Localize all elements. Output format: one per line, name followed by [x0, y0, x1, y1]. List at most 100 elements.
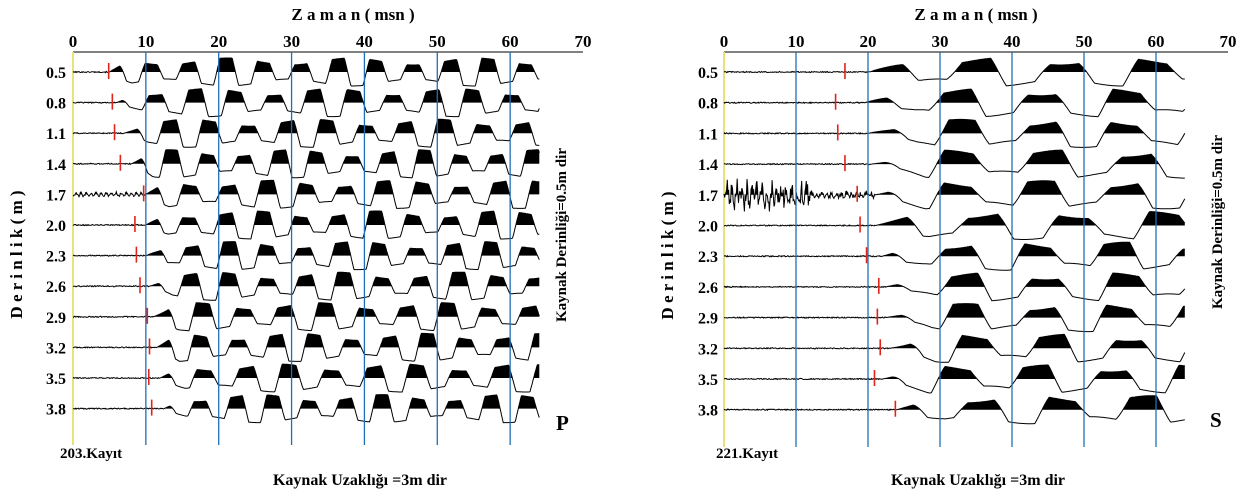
trace-1.4: 1.4 [46, 150, 539, 178]
trace-line [73, 303, 539, 331]
depth-tick-label: 3.2 [698, 341, 718, 358]
depth-tick-label: 2.6 [698, 280, 718, 297]
trace-1.7: 1.7 [698, 179, 1185, 212]
trace-3.8: 3.8 [46, 395, 539, 423]
chart-title: Z a m a n ( msn ) [291, 5, 414, 24]
trace-line [724, 179, 1185, 212]
source-distance-label: Kaynak Uzaklığı =3m dir [891, 472, 1065, 489]
depth-tick-label: 3.8 [698, 403, 718, 420]
depth-tick-label: 2.9 [46, 310, 66, 327]
trace-3.2: 3.2 [698, 334, 1185, 362]
trace-1.4: 1.4 [698, 150, 1185, 178]
depth-tick-label: 1.7 [46, 187, 66, 204]
x-tick-label: 50 [429, 32, 446, 51]
x-tick-label: 40 [1004, 32, 1021, 51]
x-tick-label: 30 [283, 32, 300, 51]
source-depth-label: Kaynak Derinliği=0.5m dir [1210, 135, 1226, 309]
trace-2.0: 2.0 [698, 212, 1185, 240]
chart-title: Z a m a n ( msn ) [914, 5, 1037, 24]
source-distance-label: Kaynak Uzaklığı =3m dir [273, 472, 447, 489]
trace-line [73, 364, 539, 392]
depth-tick-label: 2.9 [698, 311, 718, 328]
trace-2.3: 2.3 [698, 242, 1185, 270]
depth-tick-label: 1.1 [698, 126, 718, 143]
record-label: 203.Kayıt [60, 446, 122, 462]
trace-0.8: 0.8 [46, 89, 539, 117]
depth-tick-label: 2.3 [46, 249, 66, 266]
trace-2.6: 2.6 [46, 272, 539, 300]
depth-tick-label: 2.0 [698, 219, 718, 236]
trace-fill [73, 242, 539, 256]
depth-tick-label: 0.8 [46, 96, 66, 113]
trace-fill [724, 304, 1185, 318]
trace-3.8: 3.8 [698, 396, 1185, 424]
trace-line [724, 58, 1185, 86]
x-tick-label: 70 [1220, 32, 1237, 51]
trace-1.1: 1.1 [698, 119, 1185, 147]
trace-fill [724, 273, 1185, 287]
trace-3.5: 3.5 [46, 364, 539, 392]
trace-2.6: 2.6 [698, 273, 1185, 301]
x-tick-label: 50 [1076, 32, 1093, 51]
trace-line [724, 212, 1185, 240]
depth-tick-label: 0.8 [698, 96, 718, 113]
y-axis-label: D e r i n l i k ( m ) [7, 190, 26, 318]
y-axis-label: D e r i n l i k ( m ) [658, 191, 677, 319]
trace-0.5: 0.5 [698, 58, 1185, 86]
depth-tick-label: 1.4 [698, 157, 718, 174]
trace-1.7: 1.7 [46, 180, 539, 208]
depth-tick-label: 0.5 [698, 65, 718, 82]
depth-tick-label: 1.1 [46, 126, 66, 143]
depth-tick-label: 3.8 [46, 402, 66, 419]
trace-3.2: 3.2 [46, 333, 539, 361]
trace-2.3: 2.3 [46, 242, 539, 270]
record-label: 221.Kayıt [716, 446, 778, 462]
depth-tick-label: 0.5 [46, 65, 66, 82]
depth-tick-label: 2.0 [46, 218, 66, 235]
trace-fill [724, 150, 1185, 164]
trace-0.8: 0.8 [698, 89, 1185, 117]
trace-fill [724, 119, 1185, 133]
x-tick-label: 0 [720, 32, 729, 51]
x-tick-label: 10 [137, 32, 154, 51]
x-tick-label: 40 [356, 32, 373, 51]
wave-type-label: P [556, 411, 569, 435]
trace-2.0: 2.0 [46, 211, 539, 239]
depth-tick-label: 3.5 [698, 372, 718, 389]
trace-line [724, 334, 1185, 362]
x-tick-label: 70 [575, 32, 592, 51]
x-tick-label: 30 [932, 32, 949, 51]
x-tick-label: 0 [69, 32, 78, 51]
trace-fill [73, 303, 539, 317]
chart-panel-2: Z a m a n ( msn ) 0 10 20 30 40 50 60 70 D e r i … [658, 5, 1237, 489]
trace-3.5: 3.5 [698, 365, 1185, 393]
trace-2.9: 2.9 [46, 303, 539, 331]
trace-fill [724, 212, 1185, 226]
trace-fill [724, 242, 1185, 256]
depth-tick-label: 3.5 [46, 371, 66, 388]
wave-type-label: S [1210, 408, 1222, 432]
depth-tick-label: 1.4 [46, 157, 66, 174]
trace-fill [73, 364, 539, 378]
trace-fill [73, 119, 539, 133]
chart-panel-1: Z a m a n ( msn ) 0 10 20 30 40 50 60 70 D e r i … [7, 5, 592, 489]
trace-1.1: 1.1 [46, 119, 539, 147]
trace-2.9: 2.9 [698, 304, 1185, 332]
x-tick-label: 60 [502, 32, 519, 51]
x-tick-label: 20 [860, 32, 877, 51]
trace-0.5: 0.5 [46, 58, 539, 86]
trace-fill [724, 396, 1185, 410]
depth-tick-label: 2.6 [46, 279, 66, 296]
trace-fill [73, 395, 539, 409]
x-tick-label: 60 [1148, 32, 1165, 51]
trace-fill [73, 272, 539, 286]
source-depth-label: Kaynak Derinliği=0.5m dir [554, 148, 570, 322]
trace-fill [724, 58, 1185, 72]
trace-line [73, 119, 539, 147]
depth-tick-label: 1.7 [698, 188, 718, 205]
depth-tick-label: 3.2 [46, 340, 66, 357]
x-tick-label: 10 [788, 32, 805, 51]
x-tick-label: 20 [210, 32, 227, 51]
depth-tick-label: 2.3 [698, 249, 718, 266]
